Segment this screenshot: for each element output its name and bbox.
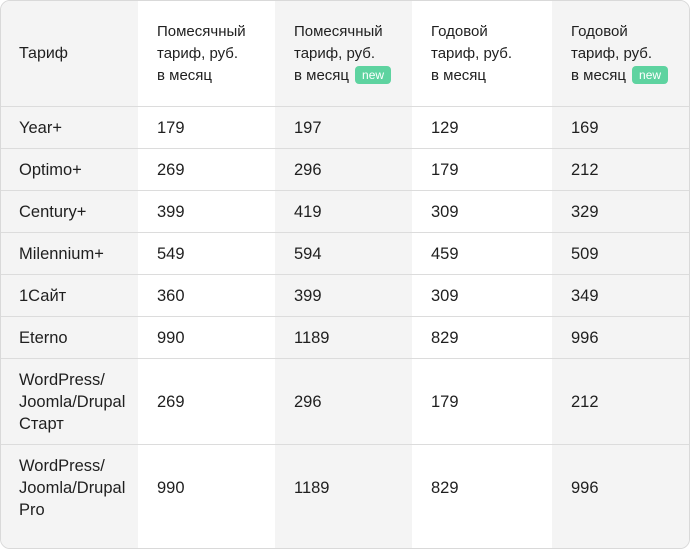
yearly-price: 309 [412,190,552,233]
header-tariff: Тариф [19,44,68,62]
yearly-price: 459 [412,232,552,275]
monthly-new-price: 594 [275,232,412,275]
tariff-name: WordPress/Joomla/Drupal Pro [1,444,138,530]
tariff-table: Тариф Помесячный тариф, руб. в месяц Пом… [1,1,689,530]
tariff-name: Century+ [1,190,138,233]
tariff-name: Optimo+ [1,148,138,191]
yearly-new-price: 509 [552,232,689,275]
table-body: Year+ 179 197 129 169 Optimo+ 269 296 179 212 Cent… [1,106,689,530]
yearly-price: 179 [412,148,552,191]
yearly-new-price: 329 [552,190,689,233]
header-monthly-new: Помесячный тариф, руб. в месяц new [275,1,412,107]
new-badge: new [355,65,392,84]
monthly-price: 360 [138,274,275,317]
monthly-new-price: 399 [275,274,412,317]
monthly-new-price: 296 [275,148,412,191]
tariff-name: Eterno [1,316,138,359]
monthly-price: 269 [138,358,275,445]
table-row: Eterno 990 1189 829 996 [1,316,689,359]
yearly-new-price: 169 [552,106,689,149]
monthly-new-price: 419 [275,190,412,233]
yearly-price: 129 [412,106,552,149]
monthly-new-price: 1189 [275,444,412,530]
monthly-price: 990 [138,444,275,530]
header-yearly: Годовой тариф, руб. в месяц [431,22,513,84]
yearly-price: 829 [412,444,552,530]
yearly-price: 309 [412,274,552,317]
yearly-new-price: 996 [552,316,689,359]
table-row: Century+ 399 419 309 329 [1,190,689,233]
table-row: WordPress/Joomla/Drupal Старт 269 296 179 212 [1,358,689,445]
tariff-name: Milennium+ [1,232,138,275]
monthly-price: 549 [138,232,275,275]
table-header-row: Тариф Помесячный тариф, руб. в месяц Пом… [1,1,689,107]
yearly-price: 179 [412,358,552,445]
monthly-price: 269 [138,148,275,191]
monthly-new-price: 1189 [275,316,412,359]
yearly-new-price: 212 [552,148,689,191]
yearly-new-price: 996 [552,444,689,530]
yearly-price: 829 [412,316,552,359]
yearly-new-price: 212 [552,358,689,445]
header-yearly-new: Годовой тариф, руб. в месяц new [552,1,689,107]
table-row: 1Сайт 360 399 309 349 [1,274,689,317]
new-badge: new [632,65,669,84]
monthly-new-price: 197 [275,106,412,149]
monthly-price: 179 [138,106,275,149]
table-row: Milennium+ 549 594 459 509 [1,232,689,275]
table-row: WordPress/Joomla/Drupal Pro 990 1189 829 996 [1,444,689,530]
monthly-price: 990 [138,316,275,359]
header-monthly: Помесячный тариф, руб. в месяц [157,22,246,84]
monthly-new-price: 296 [275,358,412,445]
yearly-new-price: 349 [552,274,689,317]
tariff-name: 1Сайт [1,274,138,317]
monthly-price: 399 [138,190,275,233]
tariff-name: WordPress/Joomla/Drupal Старт [1,358,138,445]
table-row: Optimo+ 269 296 179 212 [1,148,689,191]
table-row: Year+ 179 197 129 169 [1,106,689,149]
tariff-name: Year+ [1,106,138,149]
